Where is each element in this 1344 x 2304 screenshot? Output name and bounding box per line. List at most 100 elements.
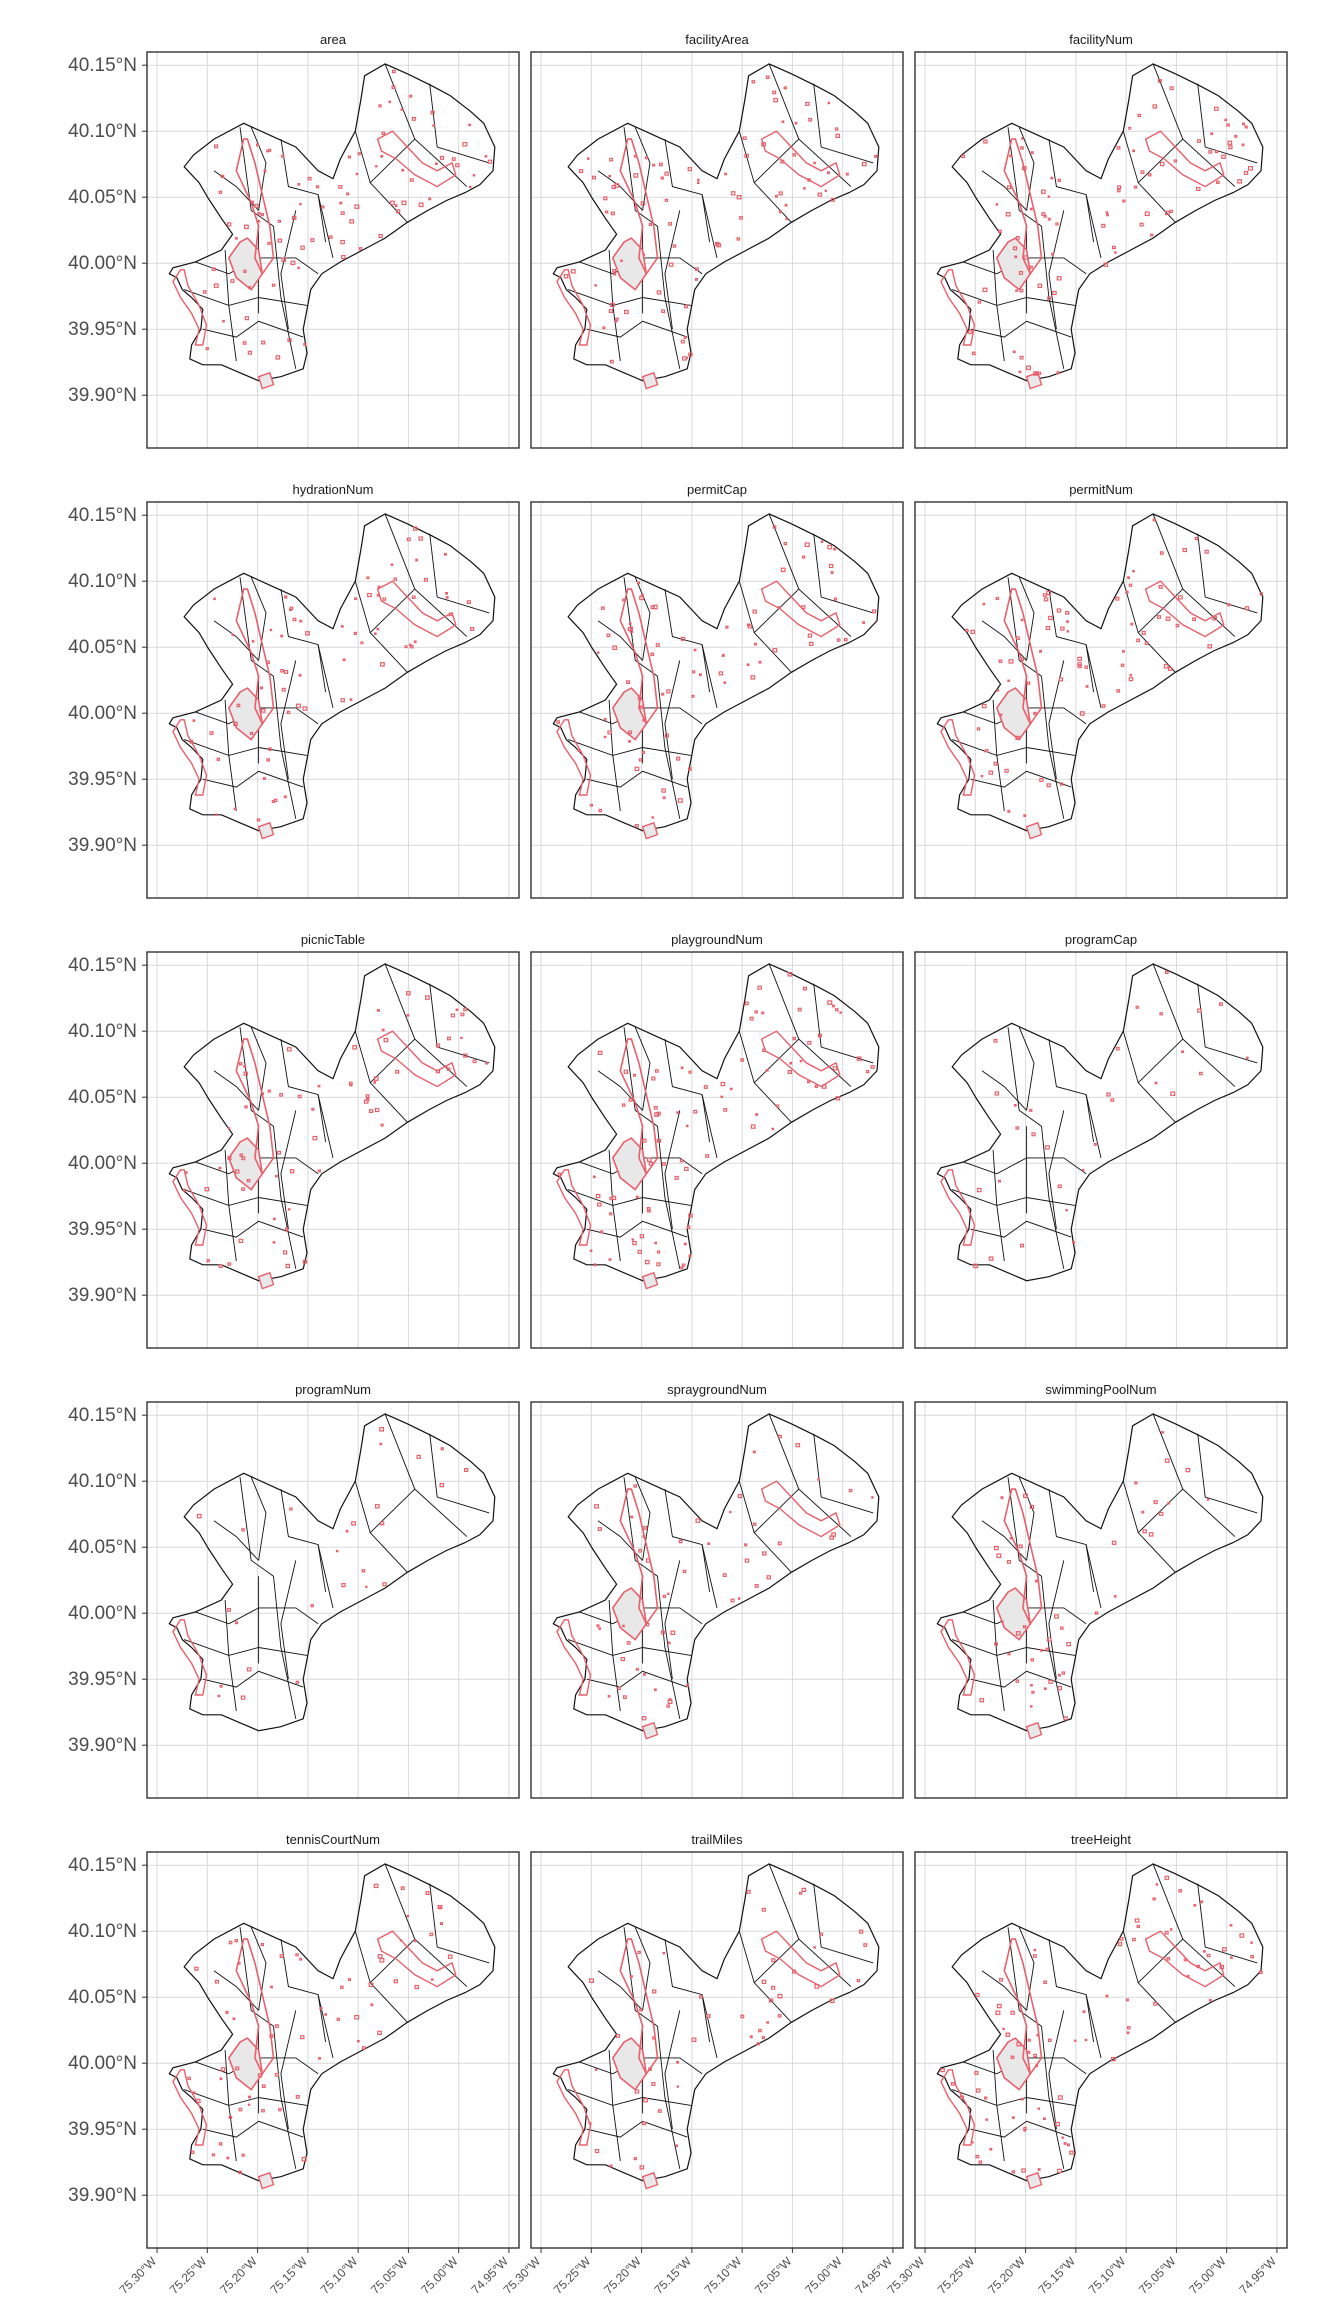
park-parcel [1063,2142,1067,2145]
district-boundary [608,2049,621,2161]
park-parcel [289,1507,293,1511]
district-boundary [813,983,874,1064]
park-parcel [202,290,207,294]
park-parcel [667,1592,670,1596]
district-boundary [224,699,237,811]
park-parcel [772,525,777,529]
park-parcel [1115,1046,1120,1051]
park-parcel [1007,1652,1011,1656]
park-parcel [1042,2117,1046,2120]
park-parcel [646,1157,652,1162]
park-parcel [784,203,788,207]
park-parcel [761,1979,767,1985]
park-parcel [1061,1671,1066,1675]
y-tick-label: 40.05°N [68,1087,137,1108]
park-parcel [1169,1928,1173,1931]
park-parcel [783,86,787,90]
park-parcel [209,731,214,735]
district-boundary [1018,1927,1035,2011]
park-polygon [611,237,648,291]
panel-background [147,52,519,448]
park-parcel [695,1518,701,1523]
park-parcel [285,1263,291,1269]
park-parcel [637,696,642,701]
park-parcel [639,595,644,601]
y-tick-label: 40.00°N [68,1603,137,1624]
park-parcel [1040,189,1046,194]
park-parcel [295,703,301,709]
park-parcel [1043,597,1049,602]
park-parcel [1037,371,1042,375]
park-parcel [694,267,699,272]
park-parcel [401,200,407,206]
x-tick-label: 75.25°W [551,2254,594,2297]
park-parcel [600,606,605,610]
park-parcel [1047,195,1050,198]
park-parcel [297,266,300,270]
park-parcel [746,663,750,666]
district-boundary [239,1927,297,2169]
park-parcel [999,713,1003,717]
park-parcel [257,211,261,215]
park-parcel [1122,199,1126,203]
park-parcel [1150,233,1154,237]
park-parcel [1175,623,1180,628]
park-polygon [172,269,208,346]
park-parcel [656,290,662,295]
park-parcel [1074,2039,1077,2042]
park-parcel [429,1932,434,1937]
park-parcel [664,171,669,176]
park-parcel [697,178,700,182]
park-parcel [656,1250,661,1254]
park-parcel [324,2013,328,2016]
park-parcel [974,2071,979,2075]
park-parcel [789,1061,793,1065]
park-parcel [686,1683,690,1687]
park-parcel [858,1929,864,1934]
park-parcel [394,204,398,207]
park-parcel [1169,209,1173,214]
park-parcel [280,668,285,673]
park-parcel [755,1113,759,1116]
park-polygon [641,371,659,390]
park-parcel [628,622,632,625]
y-tick-label: 40.05°N [68,1987,137,2008]
park-parcel [485,1062,488,1065]
panel-title: programNum [295,1382,371,1397]
park-parcel [302,706,308,711]
park-parcel [365,1094,370,1099]
park-parcel [785,217,789,221]
park-parcel [279,1092,283,1097]
park-parcel [694,278,698,281]
park-parcel [982,287,988,293]
park-parcel [828,563,834,569]
park-parcel [1116,146,1121,150]
district-boundary [664,1939,711,2043]
park-parcel [283,669,289,674]
city-boundary [552,513,880,832]
park-parcel [217,1694,221,1698]
park-parcel [629,1975,633,1978]
park-parcel [1204,549,1209,554]
district-boundary [992,1149,1005,1261]
district-boundary [239,1477,297,1719]
park-parcel [278,2107,282,2112]
district-boundary [202,770,304,788]
park-parcel [315,185,320,189]
park-parcel [766,2021,770,2024]
park-parcel [1164,1458,1170,1463]
district-boundary [664,139,711,243]
park-parcel [1105,1994,1109,1998]
park-parcel [623,1069,629,1074]
panel-background [531,1402,903,1798]
park-parcel [608,174,611,178]
panel-title: spraygroundNum [667,1382,767,1397]
park-parcel [266,660,270,665]
park-parcel [1037,283,1043,289]
park-parcel [983,2096,988,2100]
park-parcel [656,1262,661,1267]
park-parcel [1019,1243,1025,1248]
park-parcel [1157,79,1162,83]
park-parcel [1085,685,1089,688]
park-parcel [205,347,209,351]
